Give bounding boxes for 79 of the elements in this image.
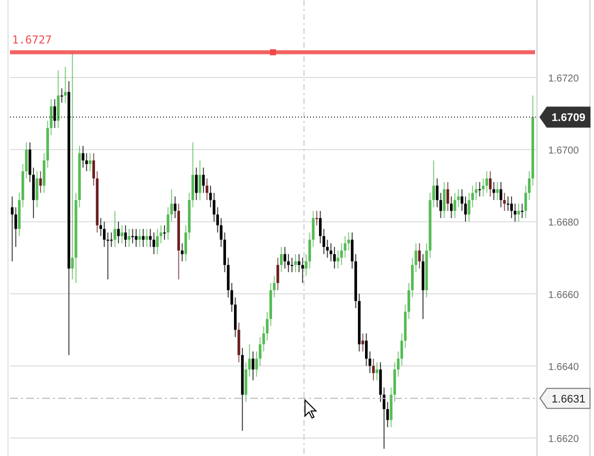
candlestick <box>53 98 56 128</box>
y-tick-label: 1.6720 <box>548 74 580 84</box>
candlestick <box>496 182 499 201</box>
candlestick <box>418 242 421 270</box>
candlestick <box>284 246 286 270</box>
candlestick <box>174 196 176 219</box>
candlestick <box>14 206 18 248</box>
candlestick <box>142 228 145 248</box>
y-tick-label: 1.6620 <box>548 434 580 445</box>
candlestick <box>71 52 74 280</box>
candlestick <box>315 210 318 226</box>
candlestick <box>198 160 202 201</box>
candlestick <box>36 170 38 208</box>
candlestick <box>85 152 88 172</box>
candlestick <box>180 242 184 262</box>
candlestick <box>99 218 102 237</box>
candlestick <box>272 275 276 298</box>
candlestick <box>184 224 188 262</box>
candlestick <box>120 224 124 244</box>
candlestick <box>252 350 254 381</box>
y-tick-label: 1.6640 <box>548 362 580 373</box>
candlestick <box>82 145 84 168</box>
candlestick <box>517 203 520 222</box>
candlestick <box>376 362 378 381</box>
candlestick <box>290 257 294 273</box>
candlestick <box>163 224 166 240</box>
ref-line-label: 1.6709 <box>552 112 586 124</box>
candlestick <box>152 232 156 255</box>
candlestick <box>276 257 280 291</box>
candlestick <box>520 203 524 219</box>
candlestick <box>10 196 14 262</box>
candlestick <box>280 246 283 273</box>
candlestick <box>344 236 346 258</box>
candlestick <box>318 210 322 244</box>
candlestick <box>117 221 120 244</box>
candlestick <box>485 170 488 194</box>
y-tick-label: 1.6680 <box>548 218 580 229</box>
candlestick <box>365 332 368 366</box>
candlestick <box>148 228 152 248</box>
candlestick <box>145 228 148 248</box>
candlestick <box>506 196 510 212</box>
candlestick <box>478 182 481 197</box>
candlestick <box>206 178 208 201</box>
ref-line-label: 1.6727 <box>12 33 52 46</box>
candlestick <box>195 167 198 201</box>
candlestick <box>446 182 450 212</box>
candlestick <box>39 170 42 194</box>
candlestick <box>156 228 159 255</box>
y-tick-label: 1.6660 <box>548 290 580 301</box>
candlestick <box>128 228 130 248</box>
candlestick <box>60 88 64 104</box>
candlestick <box>294 254 297 273</box>
candlestick <box>138 228 142 248</box>
candlestick <box>110 232 113 248</box>
candlestick <box>88 152 92 172</box>
candlestick <box>442 182 446 219</box>
candlestick <box>503 192 506 212</box>
candlestick <box>202 167 205 194</box>
candlestick <box>301 257 304 284</box>
candlestick <box>134 228 138 248</box>
candlestick <box>347 232 350 252</box>
candlestick <box>500 182 502 208</box>
candlestick <box>454 192 456 219</box>
candlestick <box>492 182 496 201</box>
y-tick-label: 1.6700 <box>548 146 580 157</box>
candlestick <box>474 182 478 201</box>
candlestick <box>64 66 67 104</box>
candlestick <box>372 358 375 381</box>
candlestick <box>450 196 453 219</box>
candlestick <box>102 221 106 248</box>
candlestick <box>131 228 134 244</box>
candlestick <box>510 196 513 219</box>
candlestick <box>488 170 492 197</box>
candlestick <box>333 246 336 270</box>
ref-line-label: 1.6631 <box>552 393 586 406</box>
candlestick <box>514 203 516 222</box>
candlestick <box>114 210 116 248</box>
candlestick <box>361 332 364 352</box>
candlestick <box>124 224 127 248</box>
